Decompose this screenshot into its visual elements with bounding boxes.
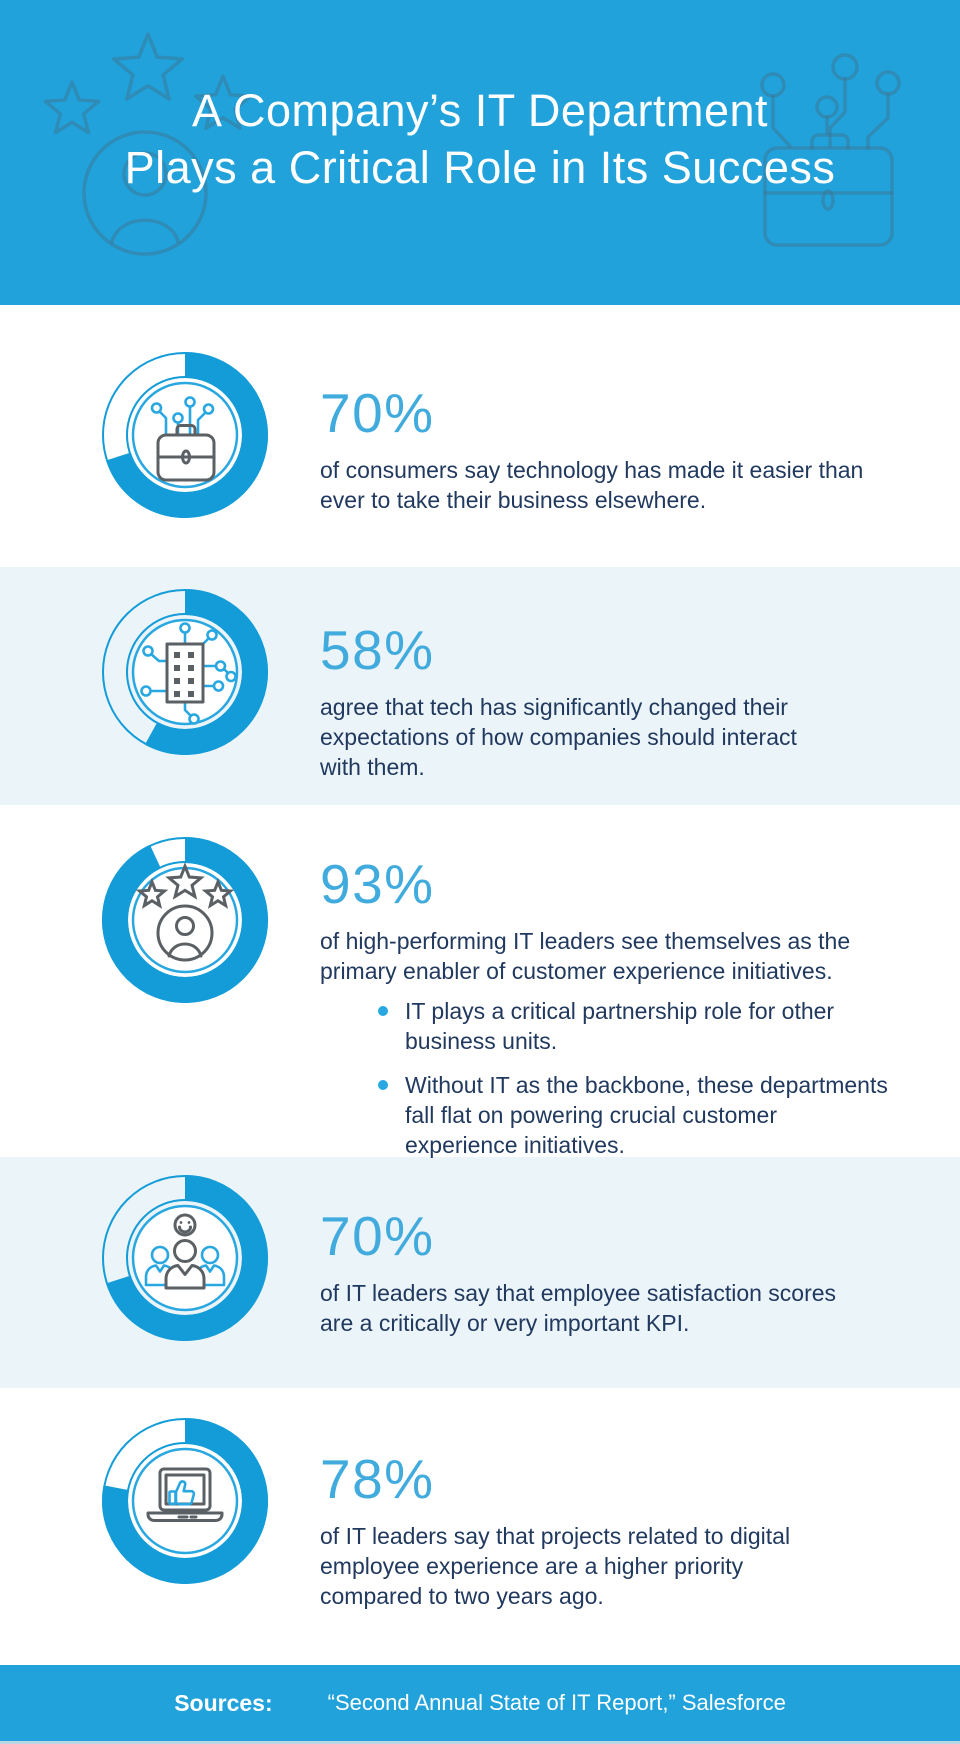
briefcase-circuit-decoration (760, 53, 901, 247)
stat-description: of IT leaders say that employee satisfac… (320, 1280, 837, 1336)
team-satisfaction-icon (144, 1213, 226, 1290)
stat-bullet-list: IT plays a critical partnership role for… (378, 996, 888, 1160)
briefcase-circuit-icon (150, 396, 216, 482)
stat-description: agree that tech has significantly change… (320, 694, 797, 780)
donut-chart (102, 352, 268, 518)
person-rating-stars-icon (138, 864, 232, 962)
stat-percent: 93% (320, 853, 435, 915)
stat-percent: 58% (320, 619, 435, 681)
stat-row: 70% of consumers say technology has made… (0, 305, 960, 567)
page-title: A Company’s IT Department Plays a Critic… (124, 85, 836, 193)
donut-chart (102, 837, 268, 1003)
header-decorations (0, 0, 901, 256)
circuit-board-icon (140, 622, 237, 725)
sources-footer: Sources: “Second Annual State of IT Repo… (0, 1665, 960, 1741)
laptop-thumbs-up-icon (146, 1467, 224, 1522)
stat-description: of IT leaders say that projects related … (320, 1523, 791, 1609)
stat-row: 78% of IT leaders say that projects rela… (0, 1388, 960, 1665)
bullet-item: Without IT as the backbone, these depart… (378, 1070, 888, 1160)
stat-percent: 78% (320, 1448, 435, 1510)
donut-chart (102, 1418, 268, 1584)
stat-row: 70% of IT leaders say that employee sati… (0, 1157, 960, 1388)
person-avatar-decoration (82, 130, 208, 256)
sources-text: “Second Annual State of IT Report,” Sale… (327, 1690, 786, 1715)
donut-chart (102, 1175, 268, 1341)
stat-row: 58% agree that tech has significantly ch… (0, 567, 960, 805)
donut-chart (102, 589, 268, 755)
stat-row: 93% of high-performing IT leaders see th… (0, 805, 960, 1160)
bullet-item: IT plays a critical partnership role for… (378, 996, 888, 1056)
stat-percent: 70% (320, 1205, 435, 1267)
stat-description: of high-performing IT leaders see themse… (320, 928, 851, 984)
footer-bottom-strip (0, 1741, 960, 1744)
sources-label: Sources: (174, 1689, 273, 1716)
stat-description: of consumers say technology has made it … (320, 457, 864, 513)
header-banner: A Company’s IT Department Plays a Critic… (0, 0, 960, 305)
stat-percent: 70% (320, 382, 435, 444)
